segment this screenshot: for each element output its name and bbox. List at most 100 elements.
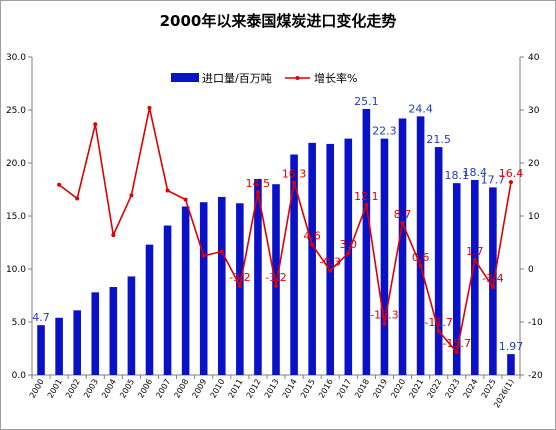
bar [109, 287, 118, 375]
y-left-tick-label: 30.0 [6, 53, 26, 63]
bar [398, 118, 407, 375]
x-tick-label: 2011 [227, 378, 245, 400]
bar-data-label: 1.97 [499, 340, 524, 353]
x-tick-label: 2009 [190, 378, 208, 400]
bar [489, 187, 497, 375]
x-tick-label: 2019 [371, 378, 389, 400]
y-left-tick-label: 25.0 [6, 106, 26, 116]
line-point [472, 257, 477, 262]
line-point [382, 321, 387, 326]
line-data-label: -11.7 [424, 316, 452, 329]
legend-line-marker [295, 76, 300, 80]
line-point [129, 193, 134, 198]
x-tick-label: 2001 [46, 378, 64, 400]
line-point [400, 220, 405, 225]
line-data-label: 12.1 [354, 190, 379, 203]
bar [507, 354, 515, 375]
x-tick-label: 2018 [353, 378, 371, 400]
line-point [490, 285, 495, 290]
bar [272, 184, 280, 375]
x-tick-label: 2005 [118, 378, 136, 400]
legend-bar-swatch [171, 73, 199, 82]
y-left-tick-label: 5.0 [12, 318, 27, 328]
x-tick-label: 2014 [281, 378, 299, 400]
bar [434, 147, 443, 375]
line-data-label: -10.3 [370, 309, 398, 322]
bar [254, 178, 262, 375]
bar [471, 179, 479, 375]
line-data-label: 8.7 [394, 208, 412, 221]
legend: 进口量/百万吨 增长率% [171, 71, 357, 85]
bar-data-label: 25.1 [354, 95, 379, 108]
bar [344, 138, 353, 375]
line-data-label: -3.4 [482, 272, 503, 285]
x-tick-label: 2007 [154, 378, 172, 400]
bar [308, 142, 316, 375]
bar-data-label: 18.4 [463, 166, 488, 179]
bar [217, 196, 226, 375]
bar [37, 325, 45, 375]
line-data-label: 14.5 [246, 177, 271, 190]
line-point [454, 350, 459, 355]
x-tick-label: 2000 [28, 378, 46, 400]
line-data-label: 0.6 [412, 251, 430, 264]
bar [326, 143, 335, 375]
bar [199, 202, 208, 375]
x-tick-label: 2004 [100, 378, 118, 400]
bar [163, 225, 172, 375]
bars [37, 108, 515, 376]
line-data-label: 3.0 [340, 238, 358, 251]
data-labels: 4.7 25.1 22.3 24.4 21.5 18.118.417.7 1.97 -3.2 1… [32, 95, 523, 353]
line-point [165, 188, 170, 193]
bar-data-label: 22.3 [372, 125, 397, 138]
line-point [75, 196, 80, 201]
line-point [418, 263, 423, 268]
x-tick-label: 2010 [209, 378, 227, 400]
chart-title: 2000年以来泰国煤炭进口变化走势 [160, 12, 397, 30]
bar [380, 138, 389, 375]
line-point [364, 202, 369, 207]
line-data-label: -3.2 [265, 271, 286, 284]
y-left-tick-label: 10.0 [6, 265, 26, 275]
legend-bar-label: 进口量/百万吨 [202, 72, 272, 85]
legend-line-label: 增长率% [314, 71, 357, 85]
line-point [93, 122, 98, 127]
y-right-tick-label: 10 [528, 212, 540, 222]
x-tick-label: 2025 [480, 378, 498, 400]
x-tick-label: 2021 [407, 378, 425, 400]
line-point [201, 253, 206, 258]
bar [236, 203, 244, 375]
line-data-label: -0.3 [319, 256, 340, 269]
x-tick-label: 2020 [389, 378, 407, 400]
bar [55, 317, 63, 375]
y-right-tick-label: 30 [528, 106, 540, 116]
bar [362, 108, 371, 375]
line-data-label: -15.7 [443, 337, 471, 350]
x-tick-label: 2013 [263, 378, 281, 400]
bar [290, 154, 298, 375]
x-tick-label: 2024 [462, 378, 480, 400]
x-tick-label: 2023 [443, 378, 461, 400]
line-point [310, 242, 315, 247]
line-data-label: 4.6 [303, 230, 321, 243]
line-point [346, 251, 351, 256]
bar [127, 276, 136, 375]
y-left-tick-label: 0.0 [12, 371, 27, 381]
line-point [508, 180, 513, 185]
bar [416, 116, 425, 376]
line-point [292, 180, 297, 185]
x-tick-label: 2006 [136, 378, 154, 400]
line-point [237, 283, 242, 288]
bar-data-label: 17.7 [481, 173, 506, 186]
line-point [255, 190, 260, 195]
line-data-label: 16.3 [282, 168, 307, 181]
y-right-tick-label: -20 [528, 371, 543, 381]
line-data-label: 16.4 [499, 167, 524, 180]
bar-data-label: 4.7 [32, 311, 50, 324]
bar [91, 292, 100, 375]
line-point [147, 105, 152, 110]
bar [181, 206, 190, 375]
x-tick-label: 2012 [245, 378, 263, 400]
line-data-label: -3.2 [229, 271, 250, 284]
